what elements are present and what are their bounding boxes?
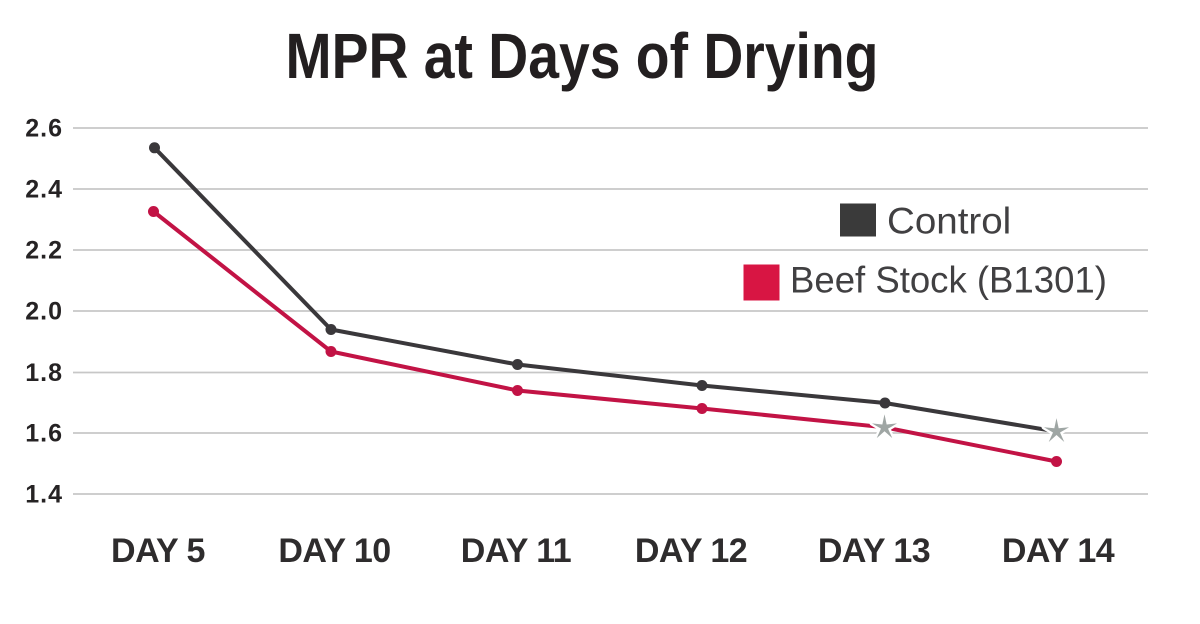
svg-text:2.2: 2.2 (25, 237, 63, 265)
svg-text:1.6: 1.6 (25, 420, 63, 448)
svg-text:DAY 12: DAY 12 (635, 532, 747, 570)
svg-text:Control: Control (887, 201, 1011, 242)
svg-text:MPR at Days of Drying: MPR at Days of Drying (286, 20, 879, 92)
svg-text:DAY 11: DAY 11 (461, 532, 571, 570)
svg-text:2.0: 2.0 (25, 298, 63, 326)
svg-text:DAY 14: DAY 14 (1002, 532, 1115, 570)
svg-text:DAY 5: DAY 5 (111, 532, 205, 570)
svg-text:DAY 13: DAY 13 (818, 532, 930, 570)
svg-text:Beef Stock (B1301): Beef Stock (B1301) (790, 259, 1107, 300)
svg-text:1.8: 1.8 (25, 359, 63, 387)
svg-text:DAY 10: DAY 10 (278, 532, 390, 570)
svg-text:1.4: 1.4 (25, 481, 63, 509)
svg-text:2.6: 2.6 (25, 115, 63, 143)
svg-text:2.4: 2.4 (25, 176, 63, 204)
